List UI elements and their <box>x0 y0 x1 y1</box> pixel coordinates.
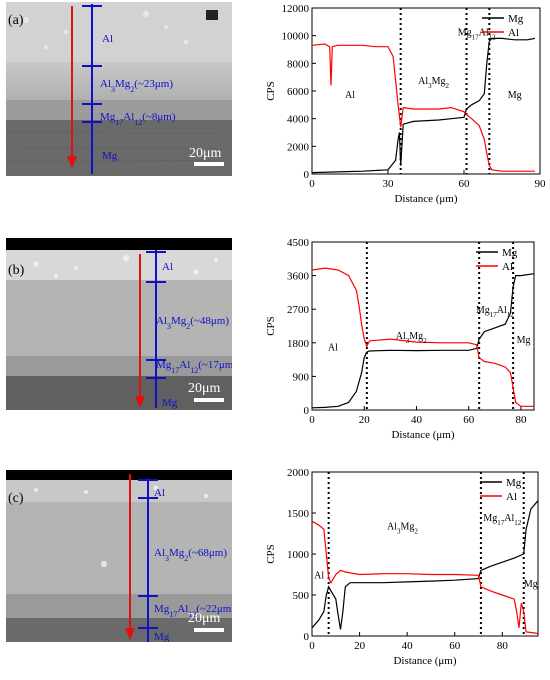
legend-label-mg: Mg <box>508 13 524 25</box>
plot-frame <box>311 241 535 411</box>
series-mg-line <box>311 37 536 174</box>
region-label: Al <box>328 342 338 353</box>
x-tick-label: 0 <box>309 640 315 652</box>
region-label: Mg17Al12 <box>476 305 514 319</box>
y-tick-label: 2000 <box>287 467 310 479</box>
region-label: Mg <box>508 90 522 101</box>
x-tick-label: 0 <box>309 414 315 426</box>
y-tick-label: 1500 <box>287 508 310 520</box>
y-tick-label: 10000 <box>282 31 310 43</box>
y-tick-label: 3600 <box>287 271 310 283</box>
figure-row-a: (a) Al Al3Mg2(~23μm) Mg17Al12(~8μm) Mg 2… <box>0 0 550 218</box>
x-tick-label: 20 <box>354 640 366 652</box>
plot-frame <box>311 471 539 637</box>
scale-bar-label-b: 20μm <box>188 381 221 396</box>
sem-label-a-0: Al <box>102 33 113 45</box>
sem-image-c: (c) Al Al3Mg2(~68μm) Mg17Al12(~22μm) Mg … <box>6 470 232 642</box>
sem-label-a-3: Mg <box>102 150 118 162</box>
y-axis-label: CPS <box>265 81 277 101</box>
region-label: Mg <box>524 579 538 590</box>
figure-row-c: (c) Al Al3Mg2(~68μm) Mg17Al12(~22μm) Mg … <box>0 462 550 680</box>
series-mg-line <box>311 273 535 409</box>
x-tick-label: 40 <box>411 414 423 426</box>
panel-label-a: (a) <box>8 13 24 28</box>
chart-a: 0 30 60 90 0 2000 4000 6000 8000 10000 12000 Distan… <box>262 0 550 216</box>
y-tick-label: 0 <box>304 631 310 643</box>
y-tick-label: 1800 <box>287 338 310 350</box>
x-tick-label: 30 <box>383 178 395 190</box>
series-al-line <box>311 520 539 635</box>
x-tick-label: 90 <box>535 178 547 190</box>
legend-label-al: Al <box>508 27 519 39</box>
x-tick-label: 60 <box>459 178 471 190</box>
sem-label-b-1: Al3Mg2(~48μm) <box>156 315 229 331</box>
region-label: Mg <box>517 335 531 346</box>
y-tick-label: 500 <box>293 590 310 602</box>
x-tick-label: 80 <box>515 414 527 426</box>
y-tick-label: 6000 <box>287 86 310 98</box>
sem-image-a: (a) Al Al3Mg2(~23μm) Mg17Al12(~8μm) Mg 2… <box>6 2 232 176</box>
chart-c: 0 20 40 60 80 0 500 1000 1500 2000 Distance (μm) CP… <box>262 464 550 674</box>
sem-label-b-3: Mg <box>162 397 178 409</box>
y-tick-label: 0 <box>304 169 310 181</box>
y-tick-label: 2700 <box>287 304 310 316</box>
legend-label-al: Al <box>502 261 513 273</box>
scale-bar-a <box>194 162 224 166</box>
x-axis-label: Distance (μm) <box>394 193 457 205</box>
y-tick-label: 2000 <box>287 141 310 153</box>
panel-label-c: (c) <box>8 491 24 506</box>
y-tick-label: 1000 <box>287 549 310 561</box>
series-mg-line <box>311 500 539 630</box>
x-tick-label: 40 <box>402 640 414 652</box>
region-label: Mg17Al12 <box>458 28 496 42</box>
series-al-line <box>311 267 534 407</box>
legend-label-mg: Mg <box>506 477 522 489</box>
y-tick-label: 8000 <box>287 58 310 70</box>
sem-label-a-2: Mg17Al12(~8μm) <box>100 111 176 127</box>
sem-label-c-0: Al <box>154 487 165 499</box>
region-label: Al <box>314 571 324 582</box>
legend-label-al: Al <box>506 491 517 503</box>
region-label: Mg17Al12 <box>483 513 521 527</box>
region-label: Al3Mg2 <box>396 331 427 345</box>
panel-label-b: (b) <box>8 263 25 278</box>
y-tick-label: 900 <box>293 371 310 383</box>
y-tick-label: 0 <box>304 405 310 417</box>
x-axis-label: Distance (μm) <box>393 655 456 667</box>
x-tick-label: 20 <box>359 414 371 426</box>
x-tick-label: 0 <box>309 178 315 190</box>
sem-label-b-2: Mg17Al12(~17μm) <box>156 359 232 375</box>
series-al-line <box>311 43 535 172</box>
x-axis-label: Distance (μm) <box>391 429 454 441</box>
x-tick-label: 80 <box>497 640 509 652</box>
y-tick-label: 4500 <box>287 237 310 249</box>
y-tick-label: 12000 <box>282 3 310 15</box>
region-label: Al3Mg2 <box>418 76 449 90</box>
sem-label-a-1: Al3Mg2(~23μm) <box>100 78 173 94</box>
sem-image-b: (b) Al Al3Mg2(~48μm) Mg17Al12(~17μm) Mg … <box>6 238 232 410</box>
y-axis-label: CPS <box>265 316 277 336</box>
figure-row-b: (b) Al Al3Mg2(~48μm) Mg17Al12(~17μm) Mg … <box>0 232 550 450</box>
scale-bar-label-a: 20μm <box>189 146 222 161</box>
x-tick-label: 60 <box>463 414 475 426</box>
sem-label-c-2: Mg17Al12(~22μm) <box>154 603 232 619</box>
region-label: Al3Mg2 <box>387 521 418 535</box>
legend-label-mg: Mg <box>502 247 518 259</box>
sem-label-c-1: Al3Mg2(~68μm) <box>154 547 227 563</box>
x-tick-label: 60 <box>449 640 461 652</box>
y-tick-label: 4000 <box>287 114 310 126</box>
sem-label-c-3: Mg <box>154 631 170 642</box>
chart-b: 0 20 40 60 80 0 900 1800 2700 3600 4500 Distance (μ… <box>262 234 550 450</box>
region-label: Al <box>345 90 355 101</box>
sem-label-b-0: Al <box>162 261 173 273</box>
scale-bar-label-c: 20μm <box>188 611 221 626</box>
y-axis-label: CPS <box>265 544 277 564</box>
